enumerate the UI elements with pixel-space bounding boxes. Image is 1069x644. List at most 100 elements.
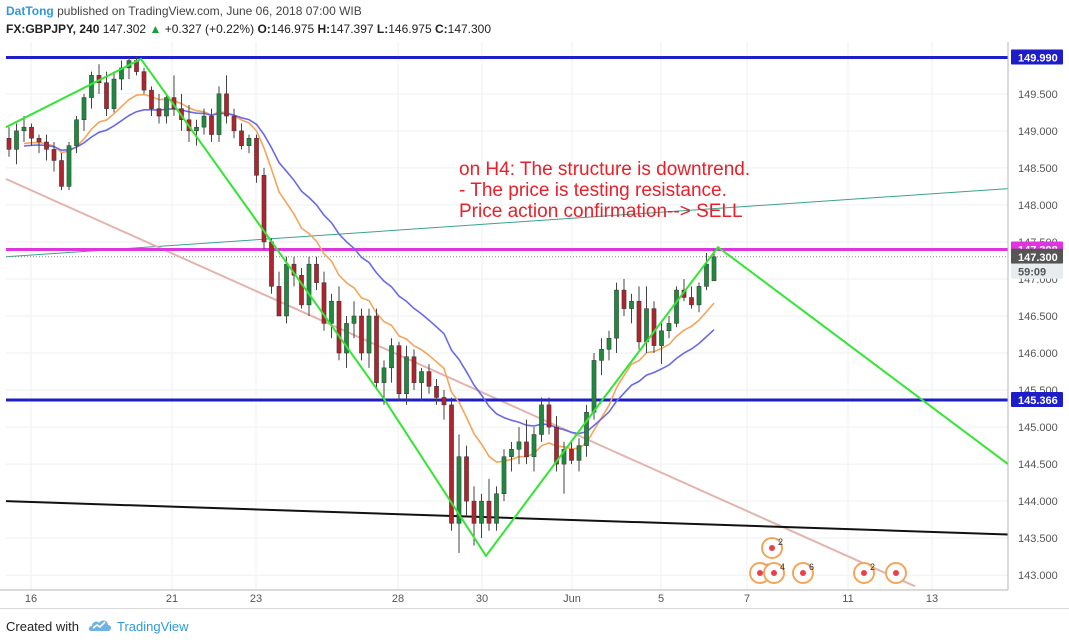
- candle-body: [584, 412, 589, 446]
- candle-body: [591, 360, 597, 413]
- candle-body: [14, 130, 19, 150]
- time-tick-label: 28: [392, 593, 404, 605]
- candle-body: [464, 456, 469, 502]
- candle-body: [419, 371, 424, 383]
- time-tick-label: 30: [476, 593, 488, 605]
- candle-body: [509, 449, 514, 457]
- close-value: 147.300: [447, 22, 492, 36]
- candle-body: [44, 141, 49, 150]
- candle-body: [299, 275, 304, 306]
- candle-body: [531, 434, 537, 457]
- published-text: published on TradingView.com, June 06, 2…: [53, 4, 362, 18]
- candle-body: [659, 330, 664, 346]
- high-label: H:: [317, 22, 331, 36]
- candle-body: [494, 493, 499, 524]
- time-tick-label: 16: [25, 593, 37, 605]
- pink-trendline: [5, 178, 916, 588]
- candle-body: [224, 93, 229, 117]
- candle-body: [194, 126, 199, 132]
- candle-body: [216, 93, 222, 135]
- candle-body: [426, 371, 432, 387]
- price-badge-label: 149.990: [1018, 53, 1058, 65]
- annotation-line-1: on H4: The structure is downtrend.: [459, 159, 750, 180]
- candle-body: [546, 404, 552, 428]
- candle-body: [149, 89, 154, 109]
- time-tick-label: 7: [744, 593, 750, 605]
- candle-body: [269, 241, 274, 287]
- candle-body: [516, 441, 522, 450]
- candle-body: [6, 138, 12, 150]
- candle-body: [21, 126, 27, 132]
- candle-body: [456, 456, 462, 524]
- open-label: O:: [257, 22, 271, 36]
- candle-body: [434, 386, 439, 398]
- open-value: 146.975: [270, 22, 315, 36]
- candle-body: [336, 300, 342, 354]
- author-name[interactable]: DatTong: [6, 4, 54, 18]
- zigzag-pattern: [5, 57, 1009, 558]
- time-tick-label: 21: [166, 593, 178, 605]
- candle-body: [239, 130, 244, 146]
- footer: Created with TradingView: [0, 608, 1069, 644]
- candle-body: [621, 289, 627, 309]
- event-marker-dot: [861, 570, 867, 576]
- candle-body: [471, 500, 477, 524]
- candle-body: [389, 345, 394, 369]
- candle-body: [561, 449, 567, 465]
- candle-body: [321, 282, 327, 324]
- candle-body: [261, 175, 267, 243]
- annotation-line-3: Price action confirmation--> SELL: [459, 201, 743, 222]
- candle-body: [359, 315, 364, 354]
- price-tick-label: 149.500: [1018, 89, 1058, 101]
- candle-body: [674, 289, 679, 324]
- event-marker-dot: [757, 570, 763, 576]
- candle-body: [396, 345, 402, 395]
- price-tick-label: 148.500: [1018, 163, 1058, 175]
- teal-trendline: [5, 188, 1009, 258]
- candle-body: [524, 441, 529, 457]
- candle-body: [141, 71, 147, 91]
- candle-body: [636, 300, 642, 343]
- candle-body: [479, 500, 484, 524]
- candle-body: [629, 300, 634, 309]
- candle-body: [344, 323, 349, 354]
- candle-body: [381, 367, 387, 383]
- candle-body: [104, 82, 109, 109]
- candle-body: [306, 263, 312, 306]
- candle-body: [704, 263, 709, 287]
- candle-body: [254, 138, 259, 176]
- time-tick-label: 5: [658, 593, 664, 605]
- symbol-label: FX:GBPJPY, 240: [6, 22, 100, 36]
- price-tick-label: 146.500: [1018, 311, 1058, 323]
- candle-body: [711, 256, 717, 282]
- low-label: L:: [376, 22, 389, 36]
- publish-line: DatTong published on TradingView.com, Ju…: [6, 4, 362, 18]
- price-tick-label: 144.000: [1018, 496, 1058, 508]
- candle-body: [246, 138, 252, 146]
- candle-body: [599, 349, 604, 361]
- price-badge: [1011, 248, 1063, 264]
- price-badge: [1011, 391, 1063, 407]
- annotation-line-2: - The price is testing resistance.: [459, 180, 727, 201]
- candle-body: [36, 138, 42, 143]
- chart-header: DatTong published on TradingView.com, Ju…: [0, 0, 1069, 42]
- candle-body: [276, 286, 282, 317]
- price-tick-label: 149.000: [1018, 126, 1058, 138]
- candle-body: [449, 404, 454, 524]
- event-count: 2: [870, 562, 875, 572]
- price-badge-label: 59:09: [1018, 267, 1046, 279]
- time-tick-label: 23: [250, 593, 262, 605]
- tradingview-brand[interactable]: TradingView: [117, 619, 189, 634]
- candle-body: [111, 78, 117, 109]
- candle-body: [314, 263, 319, 283]
- candle-body: [51, 149, 57, 161]
- candle-body: [441, 397, 447, 406]
- candle-body: [164, 97, 169, 117]
- candle-body: [59, 160, 64, 187]
- time-tick-label: Jun: [563, 593, 581, 605]
- candle-body: [696, 286, 702, 306]
- candle-body: [539, 404, 544, 435]
- candle-body: [486, 500, 492, 524]
- time-tick-label: 11: [842, 593, 853, 605]
